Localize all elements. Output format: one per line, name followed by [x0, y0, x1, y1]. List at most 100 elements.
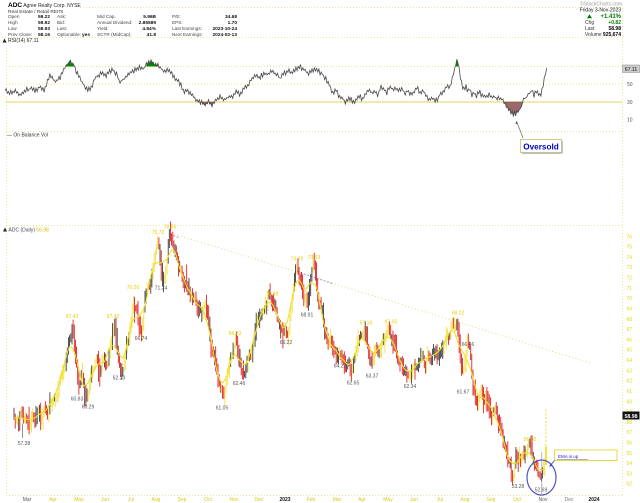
svg-text:2024: 2024 — [588, 497, 599, 503]
svg-text:71.24: 71.24 — [155, 286, 168, 292]
svg-text:73: 73 — [627, 265, 633, 271]
svg-text:Oversold: Oversold — [523, 143, 559, 152]
svg-text:61.67: 61.67 — [457, 390, 470, 396]
svg-text:60: 60 — [627, 399, 633, 405]
svg-text:Real Estate / Retail REITs: Real Estate / Retail REITs — [8, 9, 64, 15]
svg-text:2024-02-13: 2024-02-13 — [212, 32, 237, 38]
svg-text:57.38: 57.38 — [18, 441, 31, 447]
svg-text:Jul: Jul — [128, 497, 134, 503]
svg-text:57: 57 — [627, 430, 633, 436]
svg-text:70.26: 70.26 — [127, 285, 140, 291]
svg-text:61.05: 61.05 — [216, 406, 229, 412]
svg-text:74: 74 — [627, 255, 633, 261]
svg-text:Dec: Dec — [255, 497, 264, 503]
svg-text:+0.82: +0.82 — [608, 20, 621, 26]
svg-text:58: 58 — [627, 420, 633, 426]
svg-text:Nov: Nov — [230, 497, 239, 503]
svg-text:75: 75 — [627, 245, 633, 251]
svg-text:61: 61 — [627, 389, 633, 395]
svg-text:50: 50 — [627, 82, 633, 88]
svg-text:Jun: Jun — [101, 497, 109, 503]
svg-text:76: 76 — [627, 234, 633, 240]
svg-text:1.70: 1.70 — [228, 20, 238, 26]
svg-text:— On Balance Vol: — On Balance Vol — [7, 133, 48, 139]
svg-text:Apr: Apr — [358, 497, 366, 503]
svg-text:56: 56 — [627, 441, 633, 447]
svg-text:63.37: 63.37 — [366, 374, 379, 380]
svg-text:Volume: Volume — [585, 32, 602, 38]
svg-text:67: 67 — [627, 327, 633, 333]
svg-text:55: 55 — [627, 451, 633, 457]
svg-text:67.43: 67.43 — [107, 314, 120, 320]
svg-text:62.34: 62.34 — [404, 384, 417, 390]
svg-text:69: 69 — [627, 306, 633, 312]
svg-text:34.68: 34.68 — [225, 14, 237, 20]
svg-text:Annual Dividend:: Annual Dividend: — [97, 20, 132, 25]
svg-text:64: 64 — [627, 358, 633, 364]
svg-text:67.05: 67.05 — [385, 320, 398, 326]
svg-text:70.38: 70.38 — [266, 292, 279, 298]
svg-text:Bid:: Bid: — [57, 20, 65, 25]
svg-text:66.23: 66.23 — [229, 331, 242, 337]
svg-text:Dec: Dec — [565, 497, 574, 503]
svg-text:62.46: 62.46 — [233, 381, 246, 387]
svg-text:EMA is up: EMA is up — [558, 454, 579, 459]
svg-text:30: 30 — [627, 100, 633, 106]
svg-text:73.93: 73.93 — [308, 255, 321, 261]
svg-text:Aug: Aug — [152, 497, 161, 503]
svg-text:Optionable:: Optionable: — [57, 32, 81, 37]
svg-text:yes: yes — [82, 33, 90, 38]
svg-text:ADC Agree Realty Corp. NYSE: ADC Agree Realty Corp. NYSE — [8, 2, 81, 9]
svg-text:67.11: 67.11 — [625, 67, 638, 73]
svg-text:68.22: 68.22 — [452, 311, 465, 317]
svg-text:67.42: 67.42 — [66, 314, 79, 320]
svg-text:66.46: 66.46 — [462, 342, 475, 348]
svg-text:10: 10 — [627, 117, 633, 123]
svg-text:2023-10-24: 2023-10-24 — [212, 26, 237, 32]
svg-text:Apr: Apr — [49, 497, 57, 503]
svg-text:Nov: Nov — [539, 497, 548, 503]
svg-text:ADC (Daily) 58.98: ADC (Daily) 58.98 — [9, 228, 50, 234]
svg-text:53.28: 53.28 — [512, 484, 525, 490]
svg-text:EPS:: EPS: — [172, 20, 183, 25]
svg-text:Ask:: Ask: — [57, 14, 66, 19]
svg-text:52.69: 52.69 — [535, 488, 548, 494]
svg-text:Chg: Chg — [585, 20, 594, 26]
svg-text:Mar: Mar — [23, 497, 32, 503]
svg-text:Sep: Sep — [487, 497, 496, 503]
svg-text:Jul: Jul — [437, 497, 443, 503]
svg-text:925,674: 925,674 — [603, 32, 621, 38]
svg-text:62: 62 — [627, 379, 633, 385]
svg-text:63: 63 — [627, 368, 633, 374]
svg-text:58.98: 58.98 — [625, 414, 638, 420]
svg-text:Yield:: Yield: — [97, 26, 109, 31]
svg-text:May: May — [74, 497, 84, 503]
svg-text:P/E:: P/E: — [172, 14, 181, 19]
svg-text:66.22: 66.22 — [280, 340, 293, 346]
svg-text:Low: Low — [8, 26, 17, 31]
svg-text:68.91: 68.91 — [301, 313, 314, 319]
svg-text:Sep: Sep — [178, 497, 187, 503]
svg-text:70: 70 — [627, 296, 633, 302]
svg-text:Jun: Jun — [410, 497, 418, 503]
svg-text:41.8: 41.8 — [147, 32, 157, 38]
svg-text:67.16: 67.16 — [360, 321, 373, 327]
svg-text:May: May — [383, 497, 393, 503]
svg-text:+1.41%: +1.41% — [600, 14, 621, 20]
svg-text:73.78: 73.78 — [291, 257, 304, 263]
svg-text:©StockCharts.com: ©StockCharts.com — [580, 1, 622, 8]
svg-text:4.84%: 4.84% — [142, 26, 156, 32]
svg-text:2.85589: 2.85589 — [139, 20, 157, 26]
svg-text:71: 71 — [627, 286, 633, 292]
svg-text:High: High — [8, 20, 18, 25]
svg-text:59.92: 59.92 — [38, 20, 50, 26]
svg-text:52: 52 — [627, 482, 633, 488]
svg-text:Prev Close:: Prev Close: — [8, 32, 32, 37]
svg-text:72: 72 — [627, 276, 633, 282]
svg-text:53: 53 — [627, 471, 633, 477]
svg-text:Friday 3-Nov-2023: Friday 3-Nov-2023 — [580, 8, 622, 14]
svg-text:76.56: 76.56 — [164, 225, 177, 231]
svg-text:Aug: Aug — [461, 497, 470, 503]
svg-text:66: 66 — [627, 337, 633, 343]
svg-text:75.72: 75.72 — [152, 230, 165, 236]
